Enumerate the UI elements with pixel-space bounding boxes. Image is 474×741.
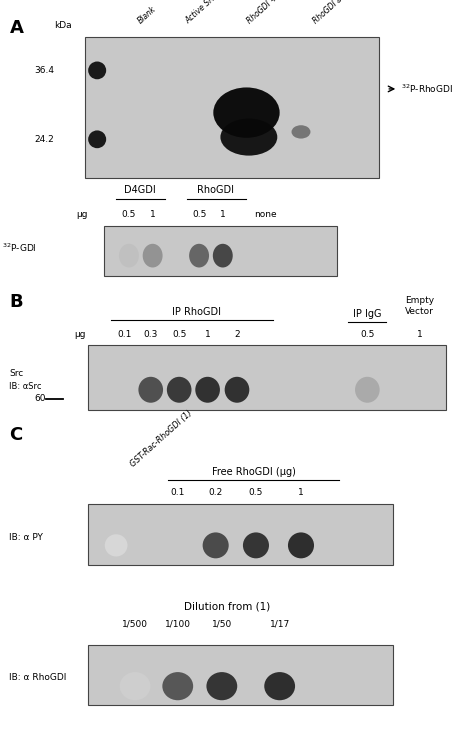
Text: 0.1: 0.1	[117, 330, 131, 339]
Text: Dilution from (1): Dilution from (1)	[184, 602, 271, 611]
Ellipse shape	[213, 244, 233, 268]
Text: kDa: kDa	[55, 21, 72, 30]
Ellipse shape	[355, 376, 380, 403]
Text: $^{32}$P-RhoGDI: $^{32}$P-RhoGDI	[401, 83, 453, 95]
Ellipse shape	[138, 376, 163, 403]
Text: 1/100: 1/100	[165, 619, 191, 628]
Text: 0.5: 0.5	[172, 330, 186, 339]
Ellipse shape	[119, 244, 139, 268]
Text: B: B	[9, 293, 23, 310]
Text: 1/50: 1/50	[212, 619, 232, 628]
Text: A: A	[9, 19, 23, 36]
Ellipse shape	[162, 672, 193, 700]
Text: IB: α PY: IB: α PY	[9, 534, 43, 542]
Ellipse shape	[225, 376, 249, 403]
Ellipse shape	[195, 376, 220, 403]
Text: 0.5: 0.5	[192, 210, 206, 219]
Text: RhoGDI alone: RhoGDI alone	[311, 0, 356, 26]
Text: none: none	[254, 210, 277, 219]
Text: RhoGDI: RhoGDI	[197, 185, 234, 195]
Text: 1/17: 1/17	[270, 619, 290, 628]
Text: $^{32}$P-GDI: $^{32}$P-GDI	[2, 242, 37, 254]
Text: GST-Rac-RhoGDI (1): GST-Rac-RhoGDI (1)	[129, 408, 194, 468]
Text: C: C	[9, 426, 23, 444]
FancyBboxPatch shape	[88, 345, 446, 410]
Text: 2: 2	[234, 330, 240, 339]
Text: 24.2: 24.2	[35, 135, 55, 144]
FancyBboxPatch shape	[88, 504, 393, 565]
Ellipse shape	[288, 532, 314, 559]
Text: 36.4: 36.4	[35, 66, 55, 75]
Text: RhoGDI + active Src: RhoGDI + active Src	[245, 0, 309, 26]
Text: 1: 1	[205, 330, 210, 339]
Text: 0.5: 0.5	[122, 210, 136, 219]
Text: Active Src alone: Active Src alone	[183, 0, 236, 26]
Ellipse shape	[105, 534, 128, 556]
Text: Blank: Blank	[136, 5, 158, 26]
Ellipse shape	[119, 672, 150, 700]
Text: 0.1: 0.1	[171, 488, 185, 497]
Text: IB: αSrc: IB: αSrc	[9, 382, 42, 391]
FancyBboxPatch shape	[104, 226, 337, 276]
Ellipse shape	[220, 119, 277, 156]
Text: 0.5: 0.5	[249, 488, 263, 497]
Text: IB: α RhoGDI: IB: α RhoGDI	[9, 673, 67, 682]
Text: 1: 1	[417, 330, 422, 339]
Ellipse shape	[264, 672, 295, 700]
Text: Empty
Vector: Empty Vector	[405, 296, 434, 316]
Text: μg: μg	[76, 210, 88, 219]
Text: Free RhoGDI (μg): Free RhoGDI (μg)	[212, 468, 295, 477]
Ellipse shape	[243, 532, 269, 559]
Ellipse shape	[143, 244, 163, 268]
Ellipse shape	[189, 244, 209, 268]
Text: 1: 1	[298, 488, 304, 497]
Text: Src: Src	[9, 369, 24, 378]
Ellipse shape	[292, 125, 310, 139]
Ellipse shape	[88, 62, 106, 79]
Ellipse shape	[88, 130, 106, 148]
Text: 0.2: 0.2	[209, 488, 223, 497]
Text: IP IgG: IP IgG	[353, 310, 382, 319]
Text: 60: 60	[34, 394, 46, 403]
Ellipse shape	[213, 87, 280, 138]
Text: IP RhoGDI: IP RhoGDI	[172, 308, 221, 317]
Ellipse shape	[167, 376, 191, 403]
FancyBboxPatch shape	[88, 645, 393, 705]
FancyBboxPatch shape	[85, 37, 379, 178]
Text: 0.3: 0.3	[144, 330, 158, 339]
Text: 1/500: 1/500	[122, 619, 148, 628]
Text: D4GDI: D4GDI	[124, 185, 155, 195]
Ellipse shape	[207, 672, 237, 700]
Text: 0.5: 0.5	[360, 330, 374, 339]
Text: μg: μg	[74, 330, 85, 339]
Text: 1: 1	[220, 210, 226, 219]
Ellipse shape	[203, 532, 228, 559]
Text: 1: 1	[150, 210, 155, 219]
